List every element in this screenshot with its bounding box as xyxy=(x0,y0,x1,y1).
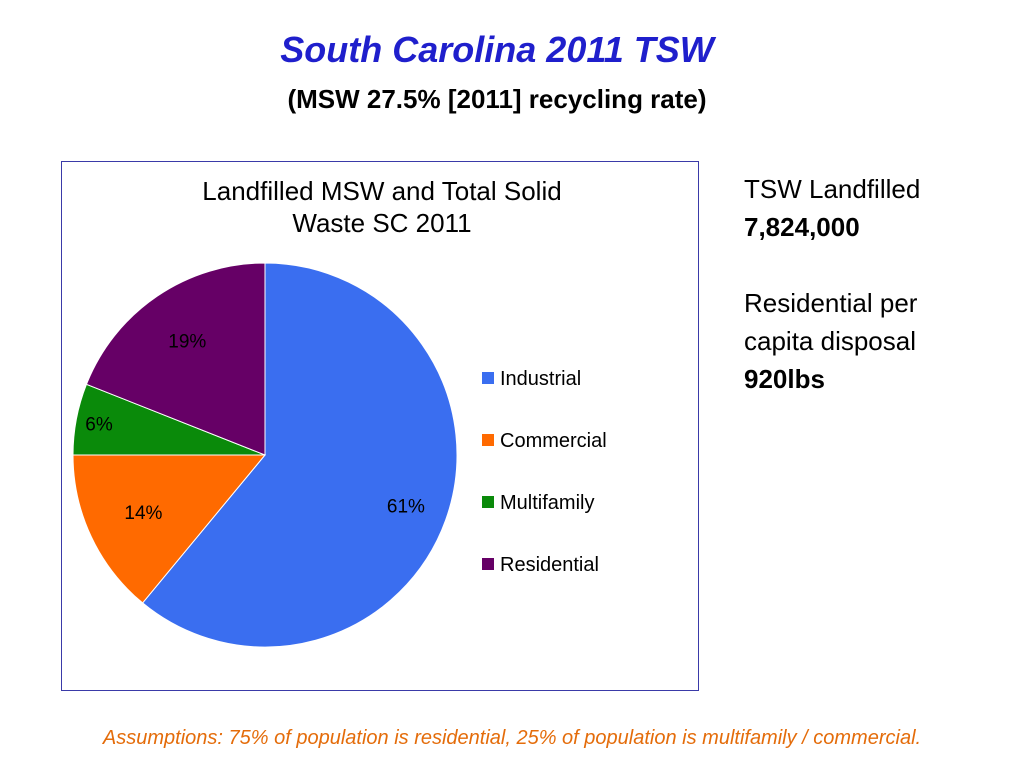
pie-slice-commercial xyxy=(72,454,267,604)
chart-title-line-1: Landfilled MSW and Total Solid xyxy=(202,176,561,206)
legend-swatch-commercial xyxy=(482,434,494,446)
legend-label-multifamily: Multifamily xyxy=(500,492,594,514)
tsw-block: TSW Landfilled 7,824,000 xyxy=(744,170,1014,246)
legend-label-commercial: Commercial xyxy=(500,430,607,452)
pie-label-industrial: 61% xyxy=(387,497,425,518)
legend-label-industrial: Industrial xyxy=(500,368,581,390)
pie-label-commercial: 14% xyxy=(124,503,162,524)
pie-slice-residential xyxy=(85,262,266,456)
slide-title: South Carolina 2011 TSW xyxy=(280,29,714,70)
tsw-value: 7,824,000 xyxy=(744,212,860,242)
legend-label-residential: Residential xyxy=(500,554,599,576)
legend-swatch-residential xyxy=(482,558,494,570)
slide-subtitle: (MSW 27.5% [2011] recycling rate) xyxy=(287,84,707,114)
legend-swatch-multifamily xyxy=(482,496,494,508)
side-panel: TSW Landfilled 7,824,000 Residential per… xyxy=(744,170,1014,436)
per-capita-block: Residential per capita disposal 920lbs xyxy=(744,284,1014,398)
legend-swatch-industrial xyxy=(482,372,494,384)
assumptions-footnote: Assumptions: 75% of population is reside… xyxy=(102,727,922,749)
per-capita-value: 920lbs xyxy=(744,364,825,394)
chart-title-line-2: Waste SC 2011 xyxy=(292,208,471,238)
pie-label-residential: 19% xyxy=(168,332,206,353)
tsw-label: TSW Landfilled xyxy=(744,174,921,204)
per-capita-label-line2: capita disposal xyxy=(744,326,916,356)
pie-chart-frame: Landfilled MSW and Total Solid Waste SC 2… xyxy=(61,161,699,691)
per-capita-label-line1: Residential per xyxy=(744,288,918,318)
pie-label-multifamily: 6% xyxy=(85,414,113,435)
pie-slice-industrial xyxy=(141,262,458,648)
